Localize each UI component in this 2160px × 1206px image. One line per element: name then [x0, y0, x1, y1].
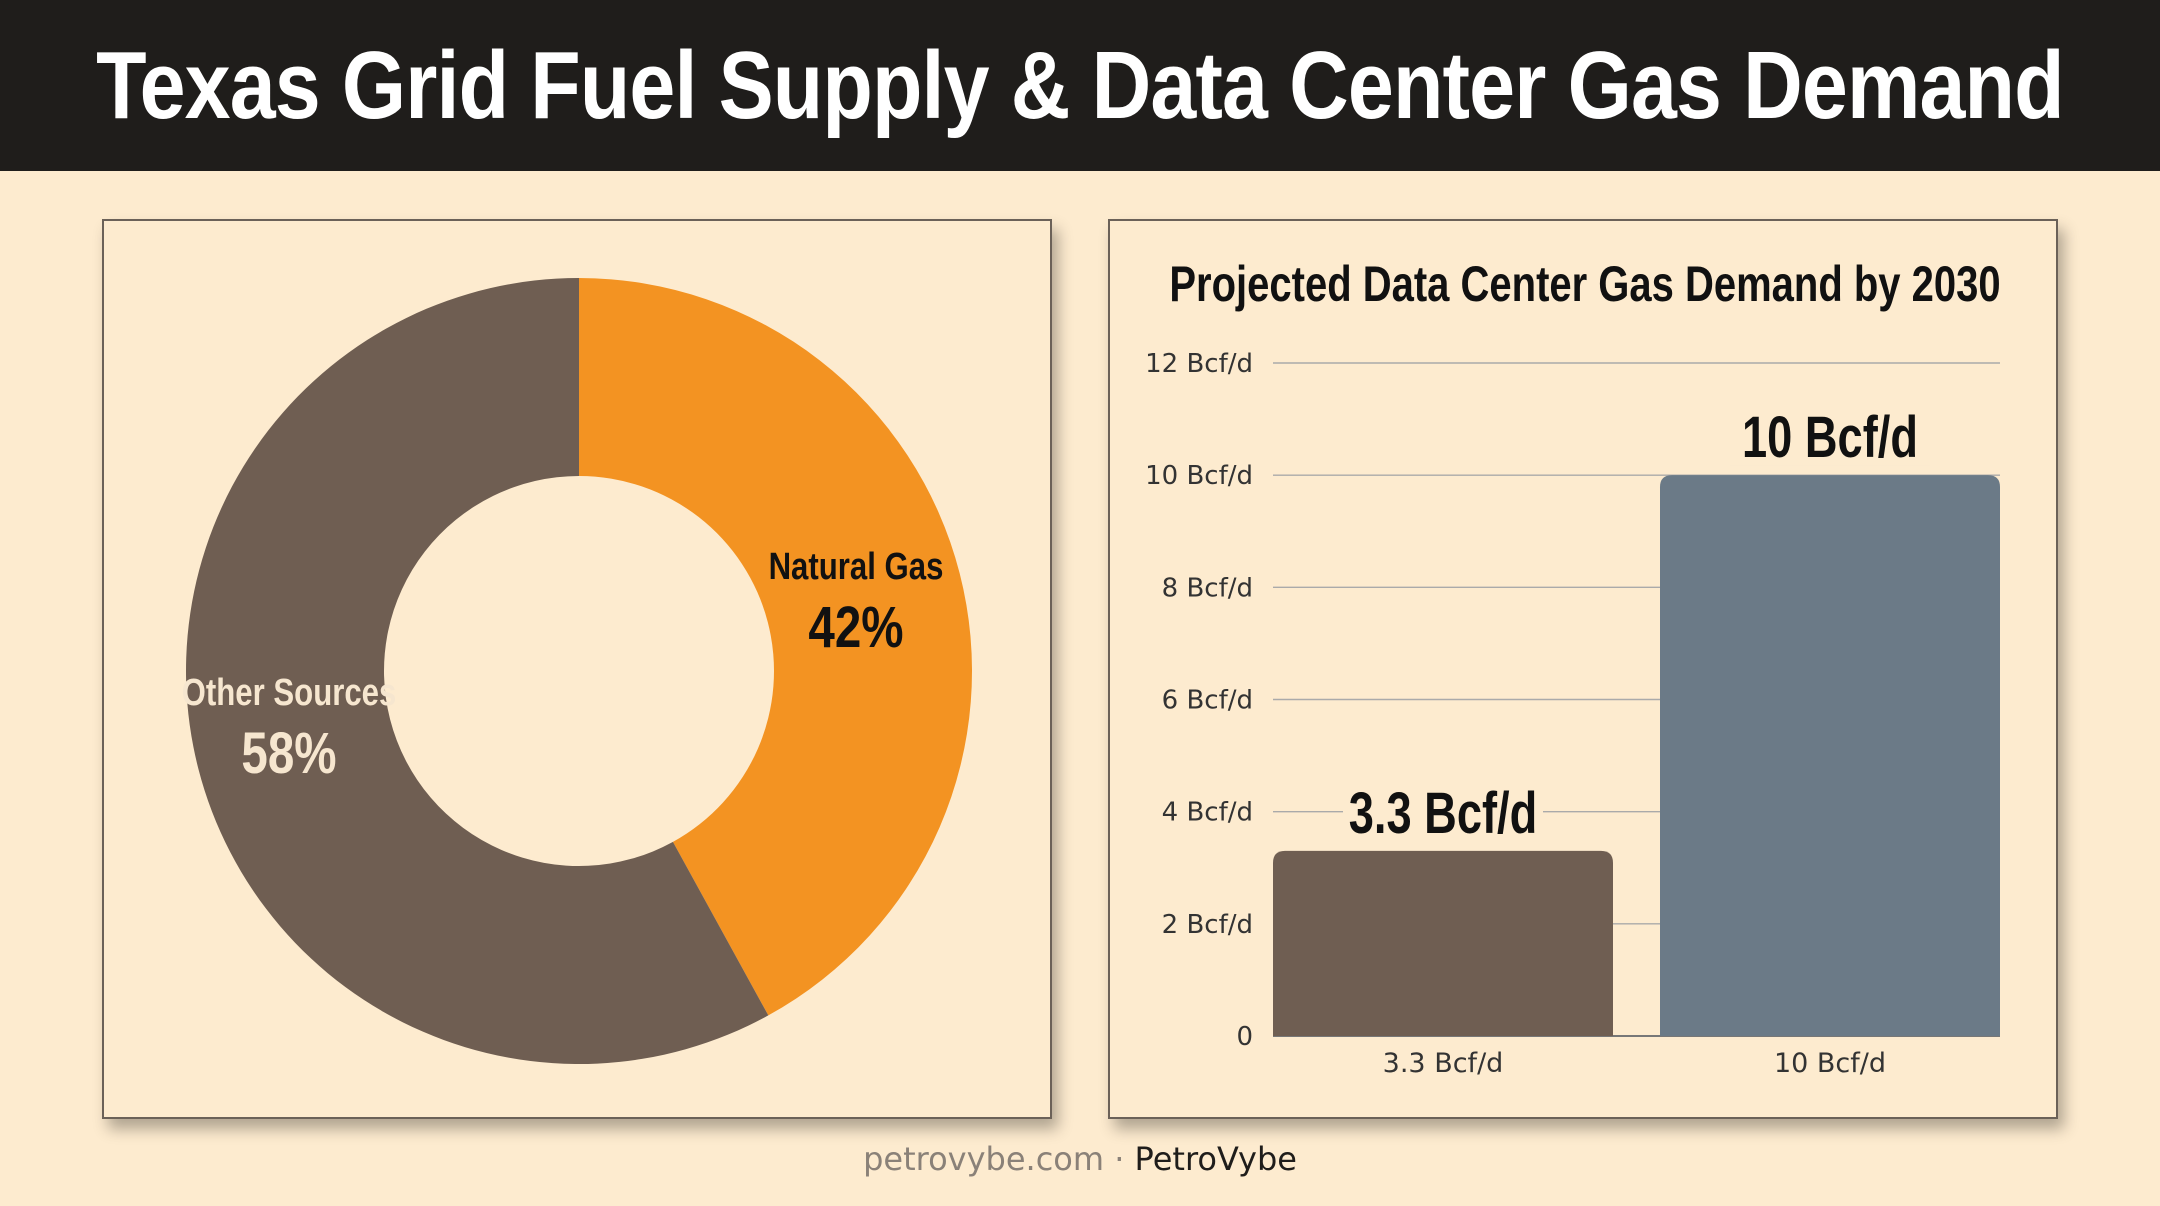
slice-label-other-sources: Other Sources	[182, 672, 397, 714]
y-tick-label: 8 Bcf/d	[1162, 573, 1253, 603]
footer-site: petrovybe.com	[863, 1140, 1105, 1178]
bar-data-label: 3.3 Bcf/d	[1349, 782, 1538, 847]
slice-value-natural-gas: 42%	[808, 596, 903, 661]
header-bar: Texas Grid Fuel Supply & Data Center Gas…	[0, 0, 2160, 171]
bar-chart-panel: Projected Data Center Gas Demand by 2030…	[1108, 219, 2058, 1119]
data-label-bg	[1343, 784, 1543, 841]
y-tick-label: 10 Bcf/d	[1145, 461, 1253, 491]
footer-separator: ·	[1114, 1140, 1125, 1178]
y-tick-label: 2 Bcf/d	[1162, 910, 1253, 940]
footer-brand: PetroVybe	[1134, 1140, 1297, 1178]
bar-data-label: 10 Bcf/d	[1742, 406, 1918, 471]
y-tick-label: 4 Bcf/d	[1162, 798, 1253, 828]
donut-chart-panel: Natural Gas 42% Other Sources 58%	[102, 219, 1052, 1119]
y-tick-label: 0	[1236, 1022, 1253, 1052]
bar	[1273, 850, 1613, 1036]
y-tick-label: 6 Bcf/d	[1162, 686, 1253, 716]
donut-chart: Natural Gas 42% Other Sources 58%	[182, 278, 973, 1064]
data-label-bg	[1730, 409, 1930, 466]
bar	[1660, 475, 2000, 1036]
slice-value-other-sources: 58%	[241, 722, 336, 787]
slice-natural-gas	[579, 278, 973, 1016]
x-category-label: 3.3 Bcf/d	[1383, 1048, 1504, 1079]
bar-chart-title: Projected Data Center Gas Demand by 2030	[1169, 256, 2000, 312]
y-tick-label: 12 Bcf/d	[1145, 349, 1253, 379]
bar-chart: Projected Data Center Gas Demand by 2030…	[1145, 256, 2001, 1079]
page-title: Texas Grid Fuel Supply & Data Center Gas…	[96, 31, 2064, 139]
footer: petrovybe.com · PetroVybe	[0, 1140, 2160, 1178]
x-category-label: 10 Bcf/d	[1774, 1048, 1886, 1079]
slice-label-natural-gas: Natural Gas	[769, 546, 944, 588]
slice-other-sources	[186, 278, 769, 1064]
